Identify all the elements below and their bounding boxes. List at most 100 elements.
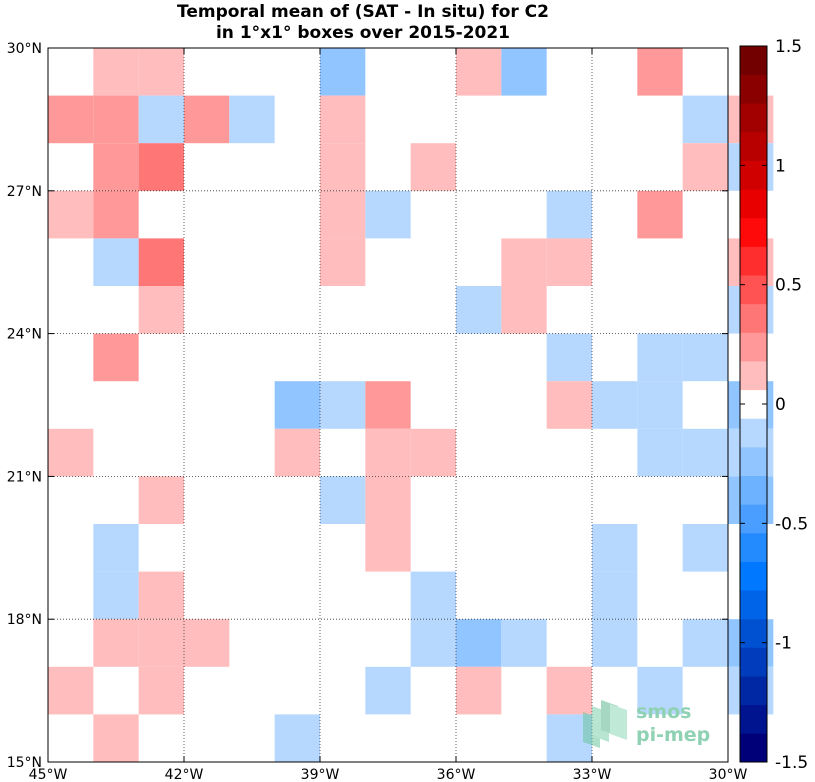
- colorbar-segment: [740, 418, 767, 448]
- heatmap-cell: [138, 619, 184, 667]
- colorbar-segment: [740, 561, 767, 591]
- heatmap-cell: [365, 524, 411, 572]
- colorbar-segment: [740, 590, 767, 620]
- colorbar-tick-label: -1.5: [775, 753, 808, 773]
- y-tick-label: 15°N: [7, 755, 42, 771]
- heatmap-cell: [501, 238, 547, 286]
- axes: 45°W 42°W 39°W 36°W 33°W 30°W 30°N 27°N 24°N 21°N…: [7, 41, 748, 782]
- colorbar-segment: [740, 189, 767, 219]
- heatmap-cell: [138, 476, 184, 524]
- colorbar-segment: [740, 46, 767, 76]
- heatmap-cell: [546, 190, 592, 239]
- colorbar-segment: [740, 74, 767, 104]
- x-tick-label: 30°W: [709, 767, 748, 782]
- heatmap-cell: [637, 333, 683, 382]
- heatmap-cell: [320, 143, 366, 191]
- heatmap-cell: [637, 48, 683, 96]
- smos-pi-mep-logo: smos pi-mep: [583, 700, 710, 748]
- heatmap-cell: [93, 238, 139, 286]
- heatmap-cell: [682, 619, 728, 667]
- heatmap-cell: [365, 190, 411, 239]
- heatmap-cell: [637, 666, 683, 715]
- heatmap-cell: [93, 619, 139, 667]
- heatmap-cell: [320, 190, 366, 239]
- heatmap-cell: [93, 143, 139, 191]
- heatmap-cell: [456, 619, 502, 667]
- heatmap-cell: [410, 143, 456, 191]
- y-tick-label: 30°N: [7, 41, 42, 57]
- colorbar-segment: [740, 733, 767, 763]
- heatmap-cell: [501, 619, 547, 667]
- colorbar-segment: [740, 504, 767, 534]
- logo-line-1: smos: [636, 701, 691, 723]
- y-tick-label: 24°N: [7, 327, 42, 343]
- heatmap-cell: [184, 619, 230, 667]
- heatmap-cell: [274, 381, 320, 429]
- heatmap-cell: [592, 619, 638, 667]
- heatmap-cells: [48, 48, 774, 762]
- logo-mark-icon: [583, 700, 627, 748]
- colorbar-segment: [740, 332, 767, 362]
- heatmap-cell: [592, 524, 638, 572]
- heatmap-cell: [93, 190, 139, 239]
- heatmap-cell: [501, 286, 547, 334]
- x-tick-label: 42°W: [165, 767, 204, 782]
- heatmap-cell: [546, 238, 592, 286]
- heatmap-cell: [682, 95, 728, 144]
- colorbar-segment: [740, 704, 767, 734]
- colorbar-tick-label: 0.5: [775, 276, 802, 296]
- heatmap-cell: [501, 48, 547, 96]
- heatmap-cell: [637, 381, 683, 429]
- heatmap-cell: [229, 95, 275, 144]
- title-line-2: in 1°x1° boxes over 2015-2021: [216, 23, 510, 43]
- heatmap-cell: [138, 666, 184, 715]
- heatmap-cell: [184, 95, 230, 144]
- heatmap-cell: [93, 95, 139, 144]
- heatmap-cell: [546, 666, 592, 715]
- heatmap-cell: [456, 666, 502, 715]
- colorbar-tick-label: 0: [775, 395, 786, 415]
- x-tick-label: 36°W: [437, 767, 476, 782]
- heatmap-cell: [138, 571, 184, 620]
- plot-frame: [47, 47, 729, 763]
- heatmap-cell: [365, 381, 411, 429]
- colorbar-segment: [740, 217, 767, 247]
- heatmap-cell: [138, 95, 184, 144]
- colorbar-segment: [740, 532, 767, 562]
- heatmap-cell: [93, 524, 139, 572]
- heatmap-cell: [682, 333, 728, 382]
- x-tick-label: 45°W: [29, 767, 68, 782]
- heatmap-cell: [365, 428, 411, 477]
- heatmap-cell: [637, 428, 683, 477]
- heatmap-cell: [592, 381, 638, 429]
- heatmap-cell: [320, 381, 366, 429]
- colorbar-segment: [740, 446, 767, 476]
- colorbar-segment: [740, 103, 767, 133]
- heatmap-cell: [320, 238, 366, 286]
- heatmap-cell: [138, 48, 184, 96]
- heatmap-cell: [48, 666, 94, 715]
- colorbar-segment: [740, 618, 767, 648]
- colorbar-segment: [740, 303, 767, 333]
- colorbar-tick-label: 1.5: [775, 37, 802, 57]
- heatmap-cell: [48, 95, 94, 144]
- heatmap-cell: [365, 476, 411, 524]
- heatmap-cell: [456, 48, 502, 96]
- colorbar-tick-label: -0.5: [775, 514, 808, 534]
- colorbar-segment: [740, 131, 767, 161]
- x-tick-label: 39°W: [301, 767, 340, 782]
- colorbar-segment: [740, 246, 767, 276]
- colorbar-segment: [740, 647, 767, 677]
- heatmap-cell: [93, 571, 139, 620]
- colorbar-tick-label: -1: [775, 634, 792, 654]
- heatmap-cell: [138, 286, 184, 334]
- chart-title: Temporal mean of (SAT - In situ) for C2 …: [177, 2, 549, 43]
- colorbar-segment: [740, 275, 767, 305]
- heatmap-cell: [93, 48, 139, 96]
- heatmap-cell: [410, 428, 456, 477]
- heatmap-cell: [546, 333, 592, 382]
- heatmap-cell: [48, 428, 94, 477]
- y-tick-label: 18°N: [7, 612, 42, 628]
- title-line-1: Temporal mean of (SAT - In situ) for C2: [177, 2, 549, 22]
